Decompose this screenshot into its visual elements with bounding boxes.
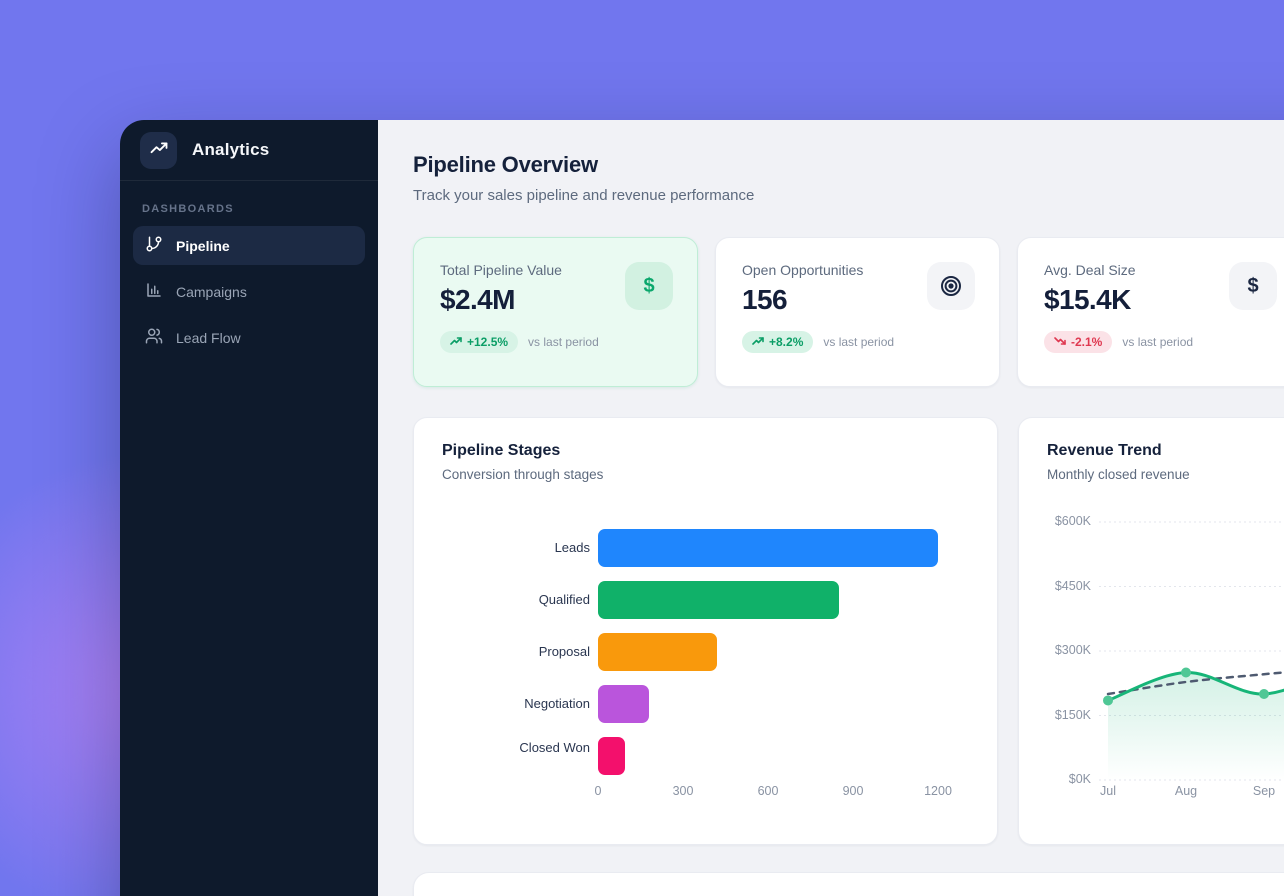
sidebar-item-label: Lead Flow xyxy=(176,329,241,346)
data-point-sep[interactable] xyxy=(1259,689,1269,699)
delta-badge: +8.2% xyxy=(742,331,814,353)
pipeline-stages-card: Pipeline Stages Conversion through stage… xyxy=(413,417,998,845)
sidebar-item-lead-flow[interactable]: Lead Flow xyxy=(133,318,365,357)
kpi-compare: vs last period xyxy=(823,335,895,349)
bar-chart-icon xyxy=(145,281,163,302)
sidebar-item-label: Campaigns xyxy=(176,283,247,300)
x-axis-tick: Aug xyxy=(1174,784,1198,798)
chart-subtitle: Monthly closed revenue xyxy=(1047,467,1190,482)
sidebar: Analytics DASHBOARDS Pipeline Campaigns xyxy=(120,120,378,896)
delta-badge: +12.5% xyxy=(440,331,519,353)
x-axis-tick: 1200 xyxy=(924,784,952,798)
sidebar-item-pipeline[interactable]: Pipeline xyxy=(133,226,365,265)
x-axis-tick: Sep xyxy=(1252,784,1276,798)
chart-subtitle: Conversion through stages xyxy=(442,467,604,482)
kpi-card-open-opportunities: Open Opportunities 156 +8.2% vs last per… xyxy=(715,237,1000,387)
bar-category-label: Qualified xyxy=(538,592,590,607)
kpi-label: Avg. Deal Size xyxy=(1044,262,1136,278)
trend-down-icon xyxy=(1054,335,1066,349)
kpi-value: 156 xyxy=(742,284,788,315)
charts-row: Pipeline Stages Conversion through stage… xyxy=(413,417,1284,845)
x-axis-tick: Jul xyxy=(1100,784,1116,798)
dollar-sign-icon: $ xyxy=(625,262,673,310)
y-axis-tick: $450K xyxy=(1054,578,1091,593)
kpi-label: Open Opportunities xyxy=(742,262,864,278)
sidebar-item-campaigns[interactable]: Campaigns xyxy=(133,272,365,311)
trend-up-icon xyxy=(752,335,764,349)
bar-category-label: Proposal xyxy=(538,644,590,659)
git-branch-icon xyxy=(145,235,163,256)
page-title: Pipeline Overview xyxy=(413,152,598,177)
bottom-card-partial xyxy=(413,872,1284,896)
main-content: Pipeline Overview Track your sales pipel… xyxy=(378,120,1284,896)
delta-badge: -2.1% xyxy=(1044,331,1113,353)
kpi-value: $15.4K xyxy=(1044,284,1131,315)
bar-category-label: Closed Won xyxy=(519,740,590,755)
x-axis-tick: 900 xyxy=(842,784,864,798)
kpi-compare: vs last period xyxy=(528,335,599,349)
line-chart-svg[interactable] xyxy=(1019,418,1284,845)
bar-negotiation[interactable] xyxy=(598,685,649,723)
bar-qualified[interactable] xyxy=(598,581,839,619)
bar-closed-won[interactable] xyxy=(598,737,625,775)
x-axis-tick: 300 xyxy=(672,784,694,798)
revenue-area xyxy=(1108,672,1284,780)
logo xyxy=(140,131,177,169)
kpi-row: Total Pipeline Value $2.4M +12.5% vs las… xyxy=(413,237,1284,387)
kpi-compare: vs last period xyxy=(1122,335,1194,349)
kpi-label: Total Pipeline Value xyxy=(440,262,562,278)
revenue-trend-card: Revenue Trend Monthly closed revenue $60… xyxy=(1018,417,1284,845)
sidebar-item-label: Pipeline xyxy=(176,237,230,254)
x-axis-tick: 600 xyxy=(757,784,779,798)
page-header: Pipeline Overview Track your sales pipel… xyxy=(413,152,754,204)
bar-leads[interactable] xyxy=(598,529,938,567)
kpi-card-avg-deal-size: Avg. Deal Size $15.4K -2.1% vs last peri… xyxy=(1017,237,1284,387)
y-axis-tick: $600K xyxy=(1054,514,1091,528)
sidebar-section-label: DASHBOARDS xyxy=(142,203,234,215)
chart-title: Pipeline Stages xyxy=(442,442,561,459)
x-axis-tick: 0 xyxy=(594,784,602,798)
users-icon xyxy=(145,327,163,348)
trending-up-icon xyxy=(149,138,169,163)
revenue-line xyxy=(1106,670,1284,702)
dollar-sign-icon: $ xyxy=(1229,262,1277,310)
bar-category-label: Leads xyxy=(554,540,590,555)
kpi-card-total-pipeline-value: Total Pipeline Value $2.4M +12.5% vs las… xyxy=(413,237,698,387)
y-axis-tick: $150K xyxy=(1054,707,1091,722)
chart-title: Revenue Trend xyxy=(1047,442,1162,459)
y-axis-tick: $0K xyxy=(1068,772,1091,786)
kpi-value: $2.4M xyxy=(440,284,515,315)
app-title: Analytics xyxy=(192,140,270,159)
app-window: Analytics DASHBOARDS Pipeline Campaigns xyxy=(120,120,1284,896)
y-axis-tick: $300K xyxy=(1054,643,1091,657)
brand-header: Analytics xyxy=(120,120,378,181)
bar-proposal[interactable] xyxy=(598,633,717,671)
data-point-aug[interactable] xyxy=(1181,667,1191,678)
page-subtitle: Track your sales pipeline and revenue pe… xyxy=(413,187,755,204)
target-icon xyxy=(927,262,975,310)
data-point-jul[interactable] xyxy=(1103,695,1113,706)
trend-up-icon xyxy=(450,335,462,349)
bar-category-label: Negotiation xyxy=(524,696,590,711)
